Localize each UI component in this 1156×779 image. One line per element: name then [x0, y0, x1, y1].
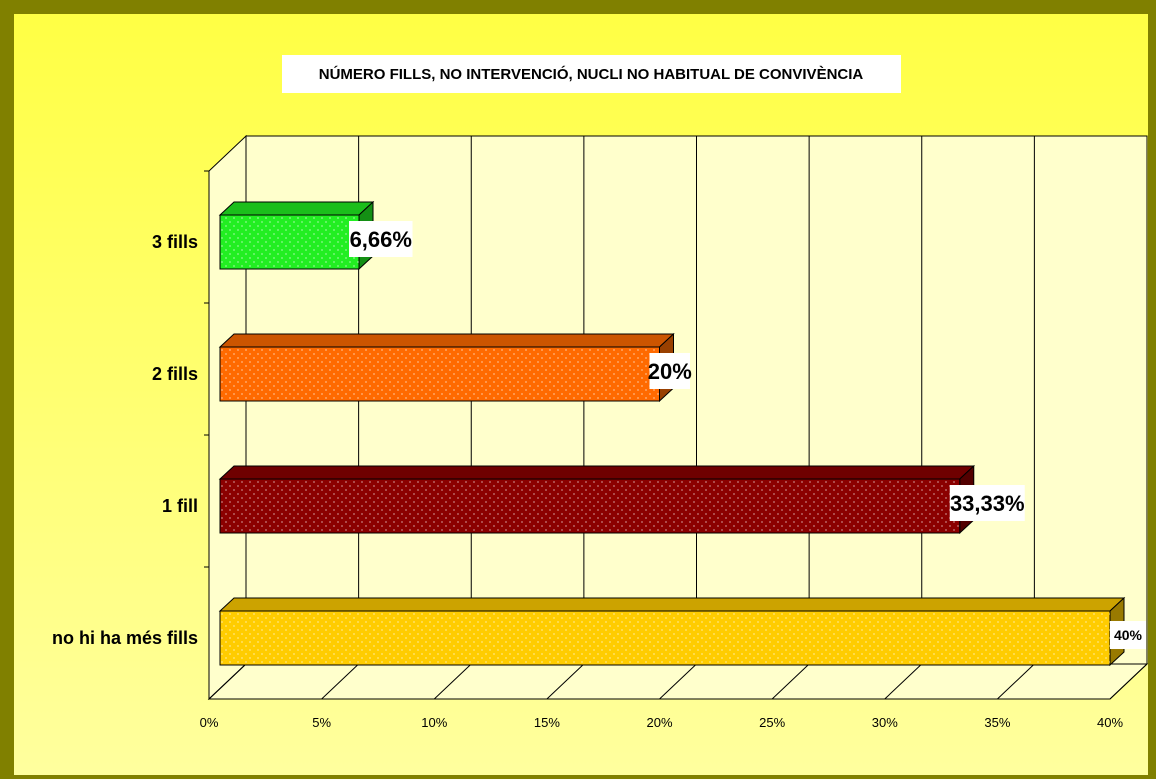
- data-label: 6,66%: [349, 221, 413, 257]
- data-label-text: 20%: [648, 359, 692, 384]
- bar-top-face: [218, 465, 976, 480]
- bar-texture: [220, 611, 1110, 665]
- data-label: 40%: [1110, 621, 1146, 649]
- data-label: 20%: [648, 353, 692, 389]
- bar-top-face: [218, 333, 675, 348]
- bar-3: [218, 596, 1126, 667]
- data-label: 33,33%: [949, 485, 1025, 521]
- x-tick-label: 20%: [646, 715, 672, 730]
- x-tick-label: 40%: [1097, 715, 1123, 730]
- data-label-text: 6,66%: [350, 227, 412, 252]
- bar-texture: [220, 215, 360, 269]
- data-labels: 6,66% 20% 33,33% 40%: [349, 221, 1146, 649]
- gridline-floor: [1109, 663, 1148, 700]
- x-tick-label: 30%: [872, 715, 898, 730]
- bar-2: [218, 464, 976, 535]
- bar-top-face: [218, 201, 375, 216]
- x-tick-label: 10%: [421, 715, 447, 730]
- data-label-box: [949, 485, 1025, 521]
- x-tick-label: 0%: [200, 715, 219, 730]
- x-tick-label: 35%: [984, 715, 1010, 730]
- category-label: 2 fills: [152, 364, 198, 384]
- gridline-floor: [659, 663, 697, 700]
- category-label: 1 fill: [162, 496, 198, 516]
- category-label: 3 fills: [152, 232, 198, 252]
- data-label-box: [349, 221, 413, 257]
- bar-texture: [220, 347, 660, 401]
- x-tick-label: 15%: [534, 715, 560, 730]
- gridline-floor: [546, 663, 585, 700]
- gridline-floor: [884, 663, 923, 700]
- chart-title-box: [282, 55, 901, 93]
- bars: [218, 200, 1126, 667]
- data-label-text: 33,33%: [950, 491, 1025, 516]
- bar-1: [218, 332, 675, 403]
- value-axis-ticks: 0% 5% 10% 15% 20% 25% 30% 35% 40%: [200, 715, 1124, 730]
- x-tick-label: 5%: [312, 715, 331, 730]
- category-label: no hi ha més fills: [52, 628, 198, 648]
- data-label-text: 40%: [1114, 627, 1143, 643]
- gridline-floor: [771, 663, 810, 700]
- gridline-floor: [208, 663, 247, 700]
- bar-top-face: [218, 597, 1126, 612]
- gridline-floor: [997, 663, 1035, 700]
- gridline-floor: [433, 663, 472, 700]
- data-label-box: [1110, 621, 1146, 649]
- data-label-box: [649, 353, 690, 389]
- chart-title: NÚMERO FILLS, NO INTERVENCIÓ, NUCLI NO H…: [319, 65, 864, 83]
- x-tick-label: 25%: [759, 715, 785, 730]
- gridline-floor: [321, 663, 359, 700]
- bar-texture: [220, 479, 960, 533]
- category-axis: 3 fills 2 fills 1 fill no hi ha més fills: [52, 170, 210, 699]
